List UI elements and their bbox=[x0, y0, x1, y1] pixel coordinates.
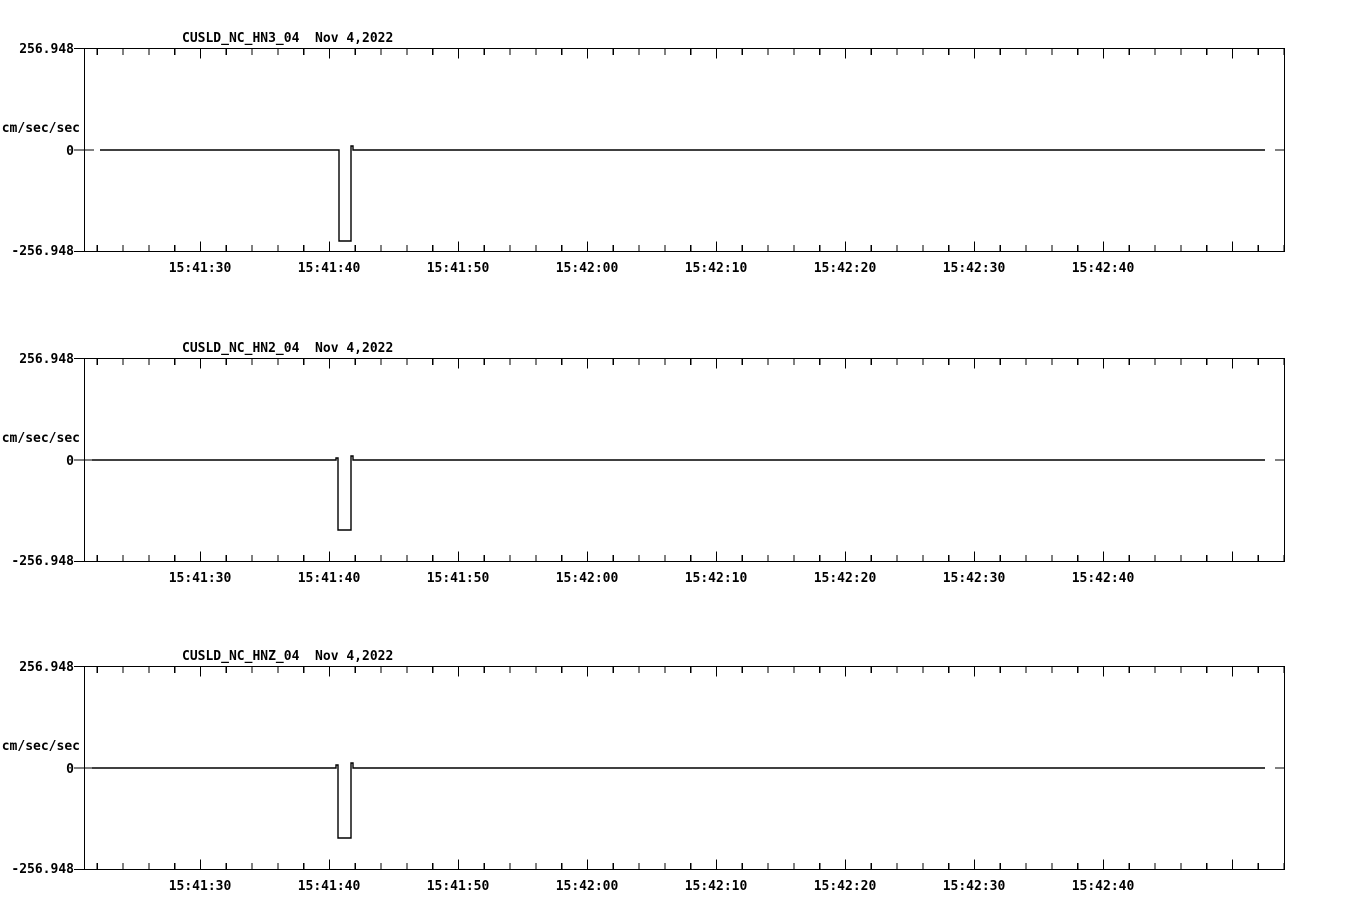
x-tick-label: 15:42:40 bbox=[1071, 879, 1135, 894]
panel-title: CUSLD_NC_HN2_04 Nov 4,2022 bbox=[182, 341, 394, 356]
y-axis-max-label: 256.948 bbox=[19, 660, 74, 675]
x-tick-label: 15:42:40 bbox=[1071, 261, 1135, 276]
x-tick-label: 15:42:10 bbox=[684, 879, 748, 894]
y-axis-min-label: -256.948 bbox=[11, 244, 74, 259]
x-tick-label: 15:42:00 bbox=[555, 571, 619, 586]
x-tick-label: 15:41:50 bbox=[426, 571, 490, 586]
y-axis-zero-label: 0 bbox=[66, 454, 74, 469]
y-axis-min-label: -256.948 bbox=[11, 554, 74, 569]
y-axis-max-label: 256.948 bbox=[19, 352, 74, 367]
waveform-trace bbox=[92, 762, 1265, 839]
x-tick-label: 15:42:10 bbox=[684, 571, 748, 586]
panel-title: CUSLD_NC_HN3_04 Nov 4,2022 bbox=[182, 31, 394, 46]
x-tick-label: 15:42:10 bbox=[684, 261, 748, 276]
x-tick-label: 15:41:40 bbox=[297, 261, 361, 276]
x-tick-label: 15:42:30 bbox=[942, 879, 1006, 894]
y-axis-max-label: 256.948 bbox=[19, 42, 74, 57]
x-tick-label: 15:41:50 bbox=[426, 879, 490, 894]
y-axis-unit-label: cm/sec/sec bbox=[1, 121, 80, 136]
y-axis-zero-label: 0 bbox=[66, 762, 74, 777]
x-tick-label: 15:42:30 bbox=[942, 571, 1006, 586]
y-axis-unit-label: cm/sec/sec bbox=[1, 431, 80, 446]
x-tick-label: 15:42:40 bbox=[1071, 571, 1135, 586]
x-tick-label: 15:41:40 bbox=[297, 571, 361, 586]
x-tick-label: 15:42:30 bbox=[942, 261, 1006, 276]
x-tick-label: 15:42:00 bbox=[555, 261, 619, 276]
y-axis-zero-label: 0 bbox=[66, 144, 74, 159]
waveform-trace bbox=[92, 455, 1265, 531]
y-axis-unit-label: cm/sec/sec bbox=[1, 739, 80, 754]
waveform-panel-hn3: CUSLD_NC_HN3_04 Nov 4,2022 cm/sec/sec 25… bbox=[0, 0, 1358, 300]
x-tick-label: 15:42:20 bbox=[813, 571, 877, 586]
y-axis-min-label: -256.948 bbox=[11, 862, 74, 877]
plot-frame-and-trace bbox=[74, 47, 1286, 253]
plot-frame-and-trace bbox=[74, 357, 1286, 563]
x-tick-label: 15:41:30 bbox=[168, 261, 232, 276]
waveform-panel-hn2: CUSLD_NC_HN2_04 Nov 4,2022 cm/sec/sec 25… bbox=[0, 307, 1358, 607]
x-tick-label: 15:42:20 bbox=[813, 261, 877, 276]
plot-frame-and-trace bbox=[74, 665, 1286, 871]
panel-title: CUSLD_NC_HNZ_04 Nov 4,2022 bbox=[182, 649, 394, 664]
waveform-trace bbox=[100, 145, 1265, 242]
waveform-panel-hnz: CUSLD_NC_HNZ_04 Nov 4,2022 cm/sec/sec 25… bbox=[0, 613, 1358, 924]
x-tick-label: 15:41:30 bbox=[168, 879, 232, 894]
x-tick-label: 15:41:30 bbox=[168, 571, 232, 586]
x-tick-label: 15:41:50 bbox=[426, 261, 490, 276]
x-tick-label: 15:42:00 bbox=[555, 879, 619, 894]
x-tick-label: 15:41:40 bbox=[297, 879, 361, 894]
x-tick-label: 15:42:20 bbox=[813, 879, 877, 894]
